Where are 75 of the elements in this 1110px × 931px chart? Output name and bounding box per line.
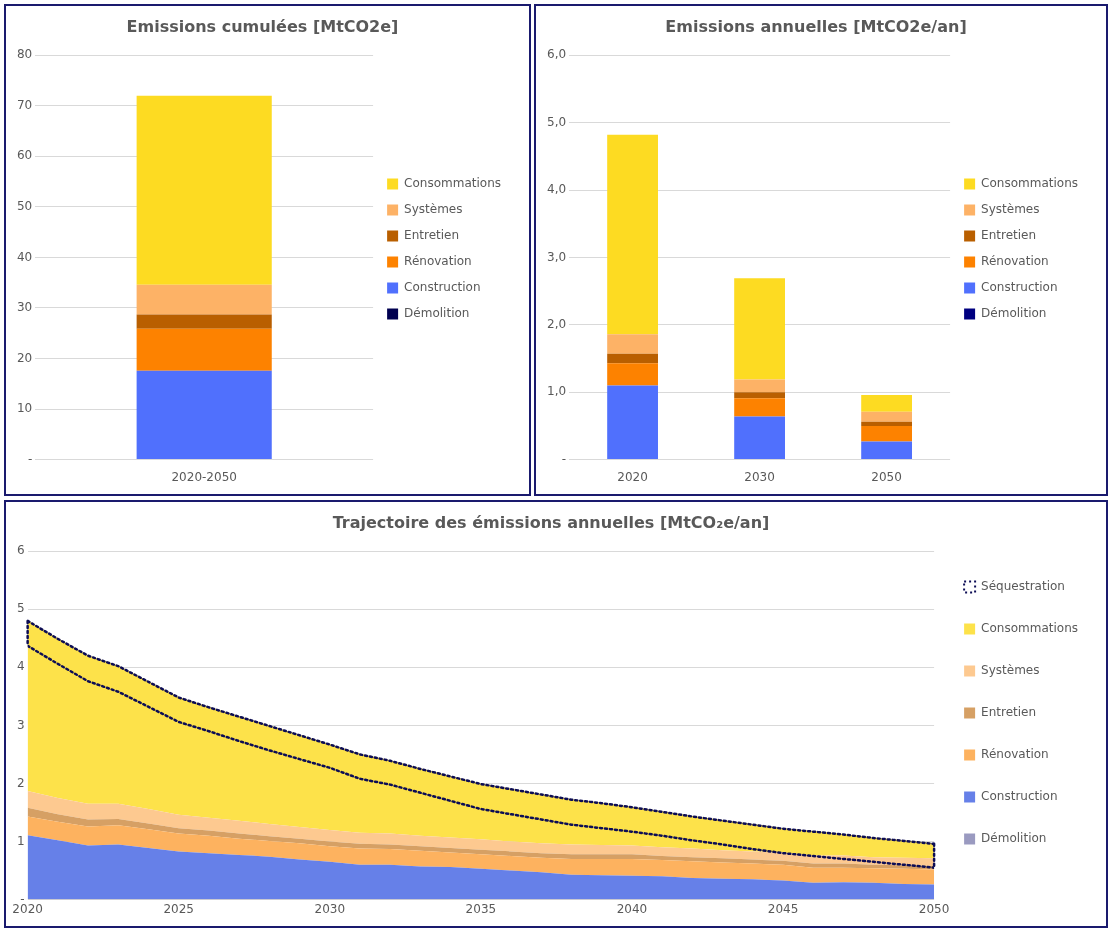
y-tick-label: 6 (16, 543, 25, 558)
y-tick-label: 40 (16, 249, 33, 264)
y-tick-label: 80 (16, 47, 33, 62)
legend-label: Entretien (981, 228, 1037, 243)
bar (734, 392, 785, 399)
x-tick-label: 2050 (918, 901, 950, 916)
y-tick-label: 3 (16, 717, 25, 732)
y-tick-label: 1,0 (546, 384, 567, 399)
y-tick-label: 4,0 (546, 182, 567, 197)
bar (734, 398, 785, 417)
y-tick-label: 60 (16, 148, 33, 163)
x-tick-label: 2030 (744, 469, 775, 484)
bar (607, 385, 658, 460)
y-tick-label: - (561, 451, 567, 466)
legend-label: Entretien (404, 228, 460, 243)
bar (136, 370, 272, 460)
legend-label: Démolition (404, 306, 470, 321)
y-tick-label: 20 (16, 350, 33, 365)
legend-label: Entretien (981, 705, 1037, 720)
bar (607, 353, 658, 364)
legend-label: Consommations (404, 176, 501, 191)
bar (607, 334, 658, 354)
legend-label: Démolition (981, 306, 1047, 321)
y-tick-label: 70 (16, 97, 33, 112)
bar (607, 134, 658, 335)
bar (861, 441, 913, 460)
y-tick-label: 4 (16, 659, 25, 674)
legend-label: Construction (981, 789, 1058, 804)
legend-label: Séquestration (981, 579, 1065, 594)
x-tick-label: 2020-2050 (171, 469, 237, 484)
y-tick-label: 2,0 (546, 316, 567, 331)
y-tick-label: 30 (16, 300, 33, 315)
bar (861, 411, 913, 422)
y-tick-label: 1 (16, 833, 25, 848)
bar (861, 425, 913, 442)
bar (136, 284, 272, 315)
legend-label: Construction (981, 280, 1058, 295)
x-tick-label: 2020 (12, 901, 43, 916)
bar (861, 421, 913, 426)
x-tick-label: 2035 (465, 901, 497, 916)
x-tick-label: 2050 (871, 469, 902, 484)
legend-label: Consommations (981, 176, 1078, 191)
y-tick-label: 5 (16, 601, 25, 616)
y-tick-label: 2 (16, 775, 25, 790)
y-tick-label: 50 (16, 198, 33, 213)
legend-label: Construction (404, 280, 481, 295)
bar (861, 394, 913, 412)
bar (136, 314, 272, 329)
y-tick-label: 10 (16, 401, 33, 416)
bar (136, 95, 272, 285)
legend-label: Rénovation (981, 254, 1049, 269)
chart-title: Emissions cumulées [MtCO2e] (126, 16, 399, 36)
bar (734, 416, 785, 460)
x-tick-label: 2020 (617, 469, 648, 484)
bar (607, 363, 658, 386)
chart-title: Trajectoire des émissions annuelles [MtCO₂e/an] (332, 512, 770, 532)
legend-label: Systèmes (981, 202, 1040, 217)
y-tick-label: 5,0 (546, 114, 567, 129)
x-tick-label: 2040 (616, 901, 648, 916)
bar (136, 328, 272, 371)
legend-label: Rénovation (981, 747, 1049, 762)
bar (734, 278, 785, 380)
legend-label: Systèmes (981, 663, 1040, 678)
legend-label: Consommations (981, 621, 1078, 636)
x-tick-label: 2030 (314, 901, 346, 916)
x-tick-label: 2025 (163, 901, 194, 916)
y-tick-label: 3,0 (546, 249, 567, 264)
chart-title: Emissions annuelles [MtCO2e/an] (665, 16, 967, 36)
legend-label: Rénovation (404, 254, 472, 269)
y-tick-label: 6,0 (546, 47, 567, 62)
legend-label: Démolition (981, 831, 1047, 846)
y-tick-label: - (27, 451, 33, 466)
legend-label: Systèmes (404, 202, 463, 217)
x-tick-label: 2045 (767, 901, 799, 916)
bar (734, 379, 785, 393)
